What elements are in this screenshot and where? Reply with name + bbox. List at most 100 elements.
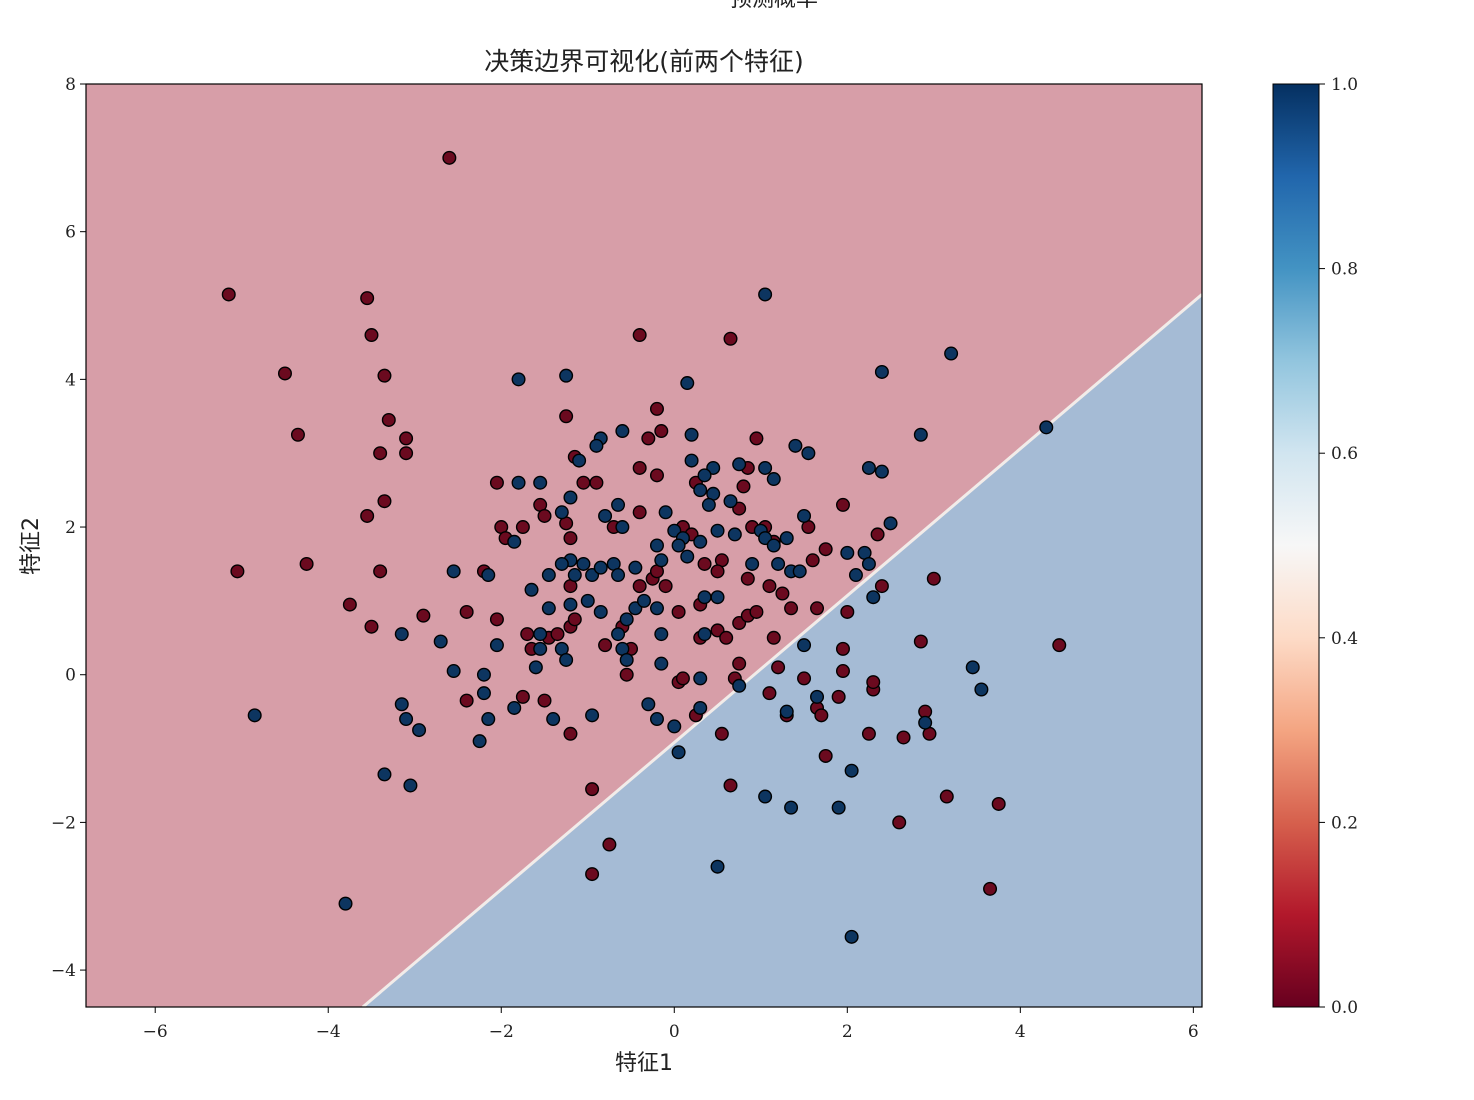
data-point-class-1: [745, 556, 760, 571]
data-point-class-0: [364, 328, 379, 343]
data-point-class-1: [637, 593, 652, 608]
y-tick-label: 4: [65, 370, 76, 390]
data-point-class-1: [874, 464, 889, 479]
data-point-class-0: [277, 366, 292, 381]
data-point-class-0: [459, 693, 474, 708]
data-point-class-1: [965, 660, 980, 675]
data-point-class-0: [537, 693, 552, 708]
data-point-class-0: [835, 641, 850, 656]
x-tick-label: 0: [669, 1022, 680, 1042]
data-point-class-1: [697, 590, 712, 605]
data-point-class-1: [489, 638, 504, 653]
data-point-class-1: [394, 627, 409, 642]
data-point-class-1: [792, 564, 807, 579]
data-point-class-1: [524, 582, 539, 597]
data-point-class-0: [381, 412, 396, 427]
data-point-class-1: [697, 627, 712, 642]
data-point-class-1: [810, 689, 825, 704]
data-point-class-1: [840, 545, 855, 560]
data-point-class-1: [533, 475, 548, 490]
data-point-class-1: [874, 364, 889, 379]
data-point-class-0: [654, 424, 669, 439]
data-point-class-1: [546, 712, 561, 727]
data-point-class-1: [412, 723, 427, 738]
colorbar-tick-label: 1.0: [1331, 75, 1358, 95]
data-point-class-1: [541, 568, 556, 583]
data-point-class-1: [563, 490, 578, 505]
colorbar-tick-label: 0.6: [1331, 444, 1358, 464]
x-tick-label: 4: [1015, 1022, 1026, 1042]
data-point-class-0: [831, 689, 846, 704]
data-point-class-0: [399, 446, 414, 461]
data-point-class-0: [585, 782, 600, 797]
data-point-class-1: [779, 704, 794, 719]
y-tick-label: 2: [65, 518, 76, 538]
data-point-class-1: [693, 534, 708, 549]
data-point-class-1: [779, 531, 794, 546]
data-point-class-1: [528, 660, 543, 675]
colorbar: 0.0 0.2 0.4 0.6 0.8 1.0: [1272, 75, 1358, 1018]
data-point-class-0: [675, 671, 690, 686]
data-point-class-0: [896, 730, 911, 745]
data-point-class-1: [723, 494, 738, 509]
data-point-class-1: [693, 483, 708, 498]
y-axis-label: 特征2: [19, 517, 44, 575]
data-point-class-0: [991, 796, 1006, 811]
data-point-class-0: [399, 431, 414, 446]
data-point-class-0: [290, 427, 305, 442]
data-point-class-0: [520, 627, 535, 642]
data-point-class-1: [801, 446, 816, 461]
x-tick-label: −6: [143, 1022, 168, 1042]
data-point-class-0: [892, 815, 907, 830]
x-tick-label: −4: [316, 1022, 341, 1042]
data-point-class-1: [585, 708, 600, 723]
data-point-class-1: [684, 453, 699, 468]
data-point-class-1: [593, 604, 608, 619]
data-point-class-1: [797, 508, 812, 523]
data-point-class-1: [784, 800, 799, 815]
data-point-class-0: [377, 494, 392, 509]
data-point-class-0: [732, 656, 747, 671]
data-point-class-1: [615, 424, 630, 439]
data-point-class-1: [649, 538, 664, 553]
data-point-class-1: [727, 527, 742, 542]
colorbar-gradient: [1272, 83, 1320, 1008]
x-tick-label: 2: [842, 1022, 853, 1042]
data-point-class-0: [658, 579, 673, 594]
data-point-class-1: [844, 929, 859, 944]
data-point-class-1: [572, 453, 587, 468]
data-point-class-0: [559, 409, 574, 424]
data-point-class-0: [784, 601, 799, 616]
data-point-class-1: [559, 368, 574, 383]
data-point-class-0: [939, 789, 954, 804]
data-point-class-0: [671, 604, 686, 619]
data-point-class-1: [394, 697, 409, 712]
data-point-class-1: [1039, 420, 1054, 435]
data-point-class-1: [797, 638, 812, 653]
data-point-class-1: [476, 667, 491, 682]
data-point-class-0: [632, 505, 647, 520]
data-point-class-0: [632, 460, 647, 475]
data-point-class-1: [758, 789, 773, 804]
data-point-class-0: [697, 556, 712, 571]
data-point-class-0: [775, 586, 790, 601]
data-point-class-1: [710, 523, 725, 538]
data-point-class-0: [459, 604, 474, 619]
data-point-class-0: [515, 689, 530, 704]
data-point-class-1: [684, 427, 699, 442]
data-point-class-1: [649, 601, 664, 616]
data-point-class-1: [433, 634, 448, 649]
data-point-class-1: [654, 656, 669, 671]
data-point-class-1: [788, 438, 803, 453]
data-point-class-1: [615, 520, 630, 535]
data-point-class-0: [749, 431, 764, 446]
data-point-class-1: [481, 712, 496, 727]
data-point-class-0: [373, 446, 388, 461]
data-point-class-1: [619, 652, 634, 667]
data-point-class-1: [593, 560, 608, 575]
data-point-class-0: [736, 479, 751, 494]
data-point-class-0: [576, 475, 591, 490]
data-point-class-0: [740, 571, 755, 586]
data-point-class-0: [221, 287, 236, 302]
